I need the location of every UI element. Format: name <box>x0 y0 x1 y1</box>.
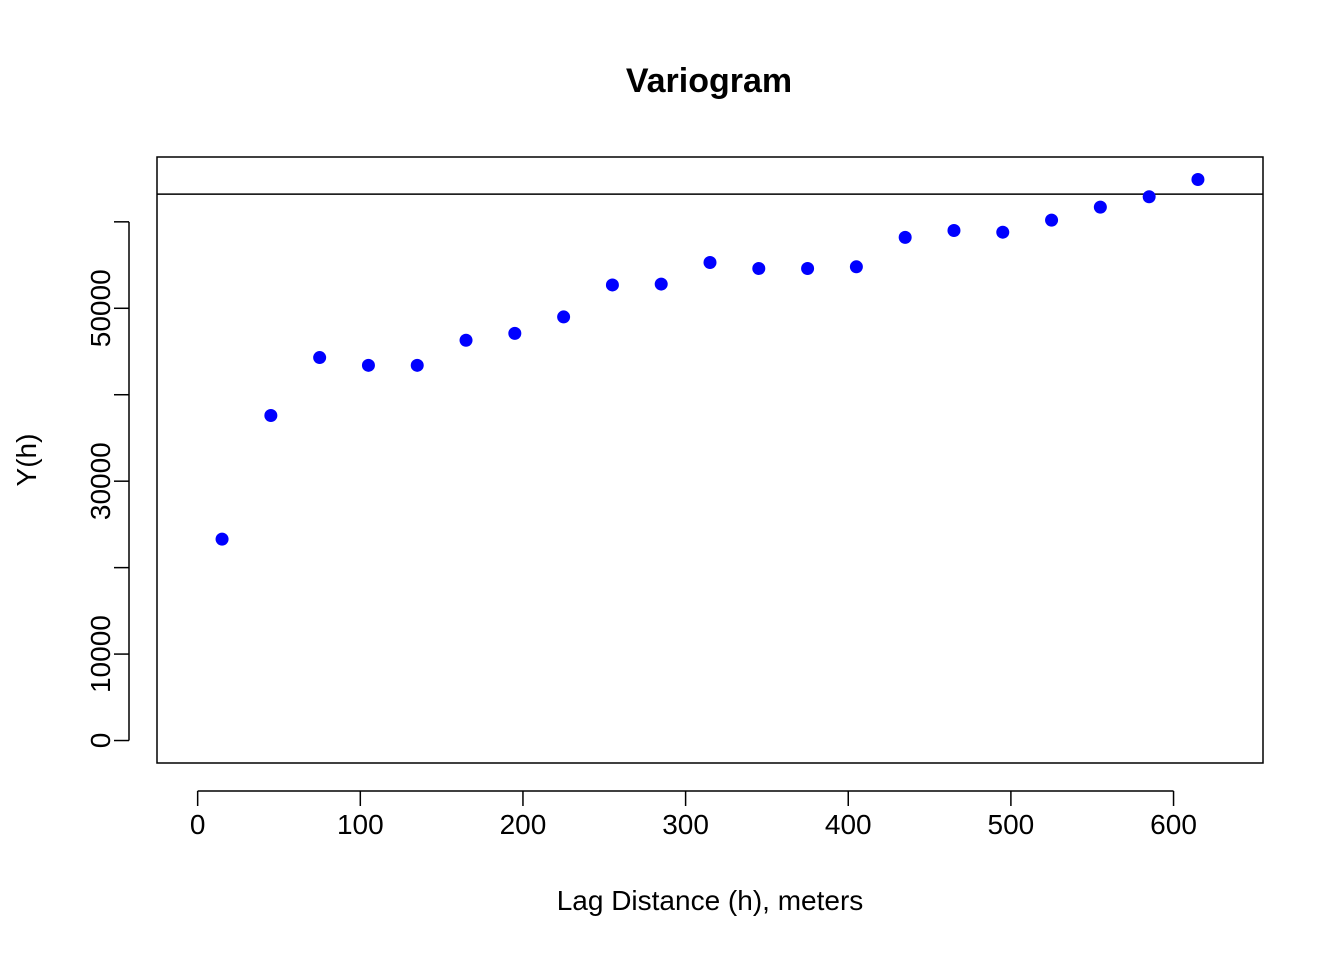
data-point <box>605 278 619 292</box>
data-point <box>557 310 571 324</box>
y-tick-label: 30000 <box>85 442 116 520</box>
data-point <box>1093 200 1107 214</box>
data-point <box>752 262 766 276</box>
data-point <box>898 230 912 244</box>
x-tick-label: 300 <box>662 809 709 840</box>
x-axis-label: Lag Distance (h), meters <box>557 885 864 916</box>
x-tick-label: 200 <box>500 809 547 840</box>
y-tick-label: 50000 <box>85 269 116 347</box>
y-axis-label: Y(h) <box>11 434 42 487</box>
x-tick-label: 100 <box>337 809 384 840</box>
data-point <box>361 358 375 372</box>
data-point <box>1045 213 1059 227</box>
data-point <box>215 532 229 546</box>
data-point <box>313 351 327 365</box>
data-point <box>801 262 815 276</box>
y-tick-label: 10000 <box>85 615 116 693</box>
x-tick-label: 600 <box>1150 809 1197 840</box>
data-point <box>849 260 863 274</box>
data-point <box>947 223 961 237</box>
x-axis: 0 100 200 300 400 500 600 <box>190 790 1197 840</box>
x-tick-label: 400 <box>825 809 872 840</box>
chart-title: Variogram <box>626 62 792 100</box>
y-axis: 0 10000 30000 50000 <box>85 221 130 749</box>
data-point <box>703 255 717 269</box>
data-point <box>996 225 1010 239</box>
data-point <box>654 277 668 291</box>
data-point <box>508 326 522 340</box>
data-point <box>1191 172 1205 186</box>
data-point <box>264 408 278 422</box>
data-points <box>215 172 1205 546</box>
x-tick-label: 500 <box>988 809 1035 840</box>
data-point <box>459 333 473 347</box>
plot-frame <box>156 156 1264 764</box>
data-point <box>1142 190 1156 204</box>
data-point <box>410 358 424 372</box>
y-tick-label: 0 <box>85 733 116 749</box>
x-tick-label: 0 <box>190 809 206 840</box>
